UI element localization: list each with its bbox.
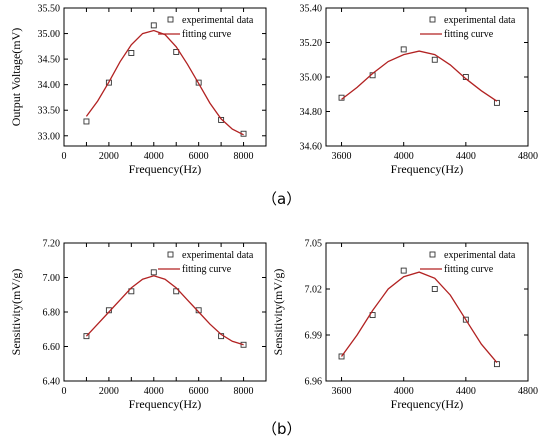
chart-b-left-y-tick-label-3: 7.00 bbox=[43, 273, 61, 284]
chart-b-left-legend-entry-1: fitting curve bbox=[182, 264, 232, 275]
chart-a-right: 3600 4000 4400 4800 34.60 34.80 35.00 35.20 35.4… bbox=[300, 4, 539, 177]
chart-b-left-x-tick-label-4: 8000 bbox=[234, 386, 254, 397]
chart-a-right-legend-entry-1: fitting curve bbox=[444, 29, 494, 40]
chart-b-left-legend-entry-0: experimental data bbox=[182, 250, 254, 261]
chart-b-right-y-axis-label: Sensitivity(mV/g) bbox=[271, 269, 285, 356]
chart-a-left: 0 2000 4000 6000 8000 33.00 33.50 34.00 34.50 35.… bbox=[9, 4, 267, 176]
chart-b-right-legend-entry-1: fitting curve bbox=[444, 264, 494, 275]
chart-a-right-x-tick-label-2: 4400 bbox=[456, 151, 476, 162]
chart-b-left-y-tick-label-2: 6.80 bbox=[43, 308, 61, 319]
chart-a-left-data-point-3 bbox=[150, 22, 157, 29]
panel-label-a: （a） bbox=[262, 190, 302, 208]
chart-a-right-x-tick-label-3: 4800 bbox=[518, 151, 538, 162]
chart-a-left-data-point-2 bbox=[128, 50, 135, 56]
chart-a-right-legend-entry-0: experimental data bbox=[444, 15, 516, 26]
chart-a-right-legend-marker-symbol bbox=[429, 16, 436, 23]
chart-a-left-x-axis-label: Frequency(Hz) bbox=[129, 162, 202, 176]
chart-b-right-x-tick-label-1: 4000 bbox=[394, 386, 414, 397]
chart-b-right-y-tick-label-3: 7.05 bbox=[305, 239, 323, 250]
chart-a-right-y-tick-label-1: 34.80 bbox=[300, 107, 323, 118]
chart-b-right-data-point-3 bbox=[431, 286, 438, 292]
chart-a-left-y-tick-label-4: 35.00 bbox=[38, 29, 61, 40]
chart-a-right-data-point-2 bbox=[400, 46, 407, 53]
chart-a-left-x-tick-label-0: 0 bbox=[62, 151, 67, 162]
chart-b-right-fitting-curve bbox=[340, 271, 498, 364]
chart-b-right-x-axis-label: Frequency(Hz) bbox=[391, 397, 464, 411]
chart-b-right-legend-marker-symbol bbox=[429, 251, 436, 258]
chart-b-left-legend-marker-symbol bbox=[167, 251, 174, 258]
chart-a-right-data-point-5 bbox=[493, 99, 500, 106]
chart-b-left-y-tick-label-0: 6.40 bbox=[43, 377, 61, 388]
chart-a-left-frame bbox=[63, 7, 267, 147]
chart-b-left-x-tick-label-1: 2000 bbox=[99, 386, 119, 397]
chart-b-right-x-tick-label-2: 4400 bbox=[456, 386, 476, 397]
chart-a-right-y-tick-label-3: 35.20 bbox=[300, 38, 323, 49]
chart-a-right-data-point-3 bbox=[431, 56, 438, 63]
chart-a-left-legend-marker-symbol bbox=[167, 16, 174, 23]
chart-b-right-x-tick-label-3: 4800 bbox=[518, 386, 538, 397]
chart-b-right-legend-entry-0: experimental data bbox=[444, 250, 516, 261]
chart-b-right-y-tick-label-2: 7.02 bbox=[305, 285, 323, 296]
chart-a-right-frame bbox=[325, 7, 529, 147]
chart-a-left-data-point-4 bbox=[173, 49, 180, 55]
chart-b-left-x-axis-label: Frequency(Hz) bbox=[129, 397, 202, 411]
chart-a-right-x-tick-label-0: 3600 bbox=[332, 151, 352, 162]
chart-a-left-data-point-6 bbox=[218, 116, 225, 123]
chart-a-right-x-tick-label-1: 4000 bbox=[394, 151, 414, 162]
chart-a-left-y-tick-label-3: 34.50 bbox=[38, 55, 61, 66]
chart-b-left-y-tick-label-1: 6.60 bbox=[43, 342, 61, 353]
chart-a-left-legend-entry-0: experimental data bbox=[182, 15, 254, 26]
chart-a-left-y-tick-label-1: 33.50 bbox=[38, 106, 61, 117]
chart-b-right-frame bbox=[325, 242, 529, 382]
chart-a-right-y-tick-label-2: 35.00 bbox=[300, 73, 323, 84]
chart-b-left-fitting-curve bbox=[85, 275, 244, 346]
chart-b-left-frame bbox=[63, 242, 267, 382]
chart-a-right-x-axis-label: Frequency(Hz) bbox=[391, 162, 464, 176]
chart-b-left-x-tick-label-0: 0 bbox=[62, 386, 67, 397]
chart-a-left-y-axis-label: Output Voltage(mV) bbox=[9, 28, 23, 127]
panel-label-b: （b） bbox=[262, 420, 302, 438]
chart-b-left: 0 2000 4000 6000 8000 6.40 6.60 6.80 7.00 7.20 Fre… bbox=[9, 239, 267, 411]
chart-a-left-y-tick-label-2: 34.00 bbox=[38, 80, 61, 91]
chart-b-left-y-tick-label-4: 7.20 bbox=[43, 239, 61, 250]
chart-a-left-x-tick-label-1: 2000 bbox=[99, 151, 119, 162]
chart-b-right-y-tick-label-1: 6.99 bbox=[305, 331, 323, 342]
chart-b-right-data-point-2 bbox=[400, 267, 407, 274]
chart-a-left-legend-entry-1: fitting curve bbox=[182, 29, 232, 40]
chart-a-right-y-tick-label-0: 34.60 bbox=[300, 142, 323, 153]
chart-a-right-y-tick-label-4: 35.40 bbox=[300, 4, 323, 15]
chart-a-left-x-tick-label-2: 4000 bbox=[144, 151, 164, 162]
chart-a-left-y-tick-label-5: 35.50 bbox=[38, 4, 61, 15]
chart-b-right-y-tick-label-0: 6.96 bbox=[305, 377, 323, 388]
chart-a-right-fitting-curve bbox=[341, 50, 498, 102]
chart-a-left-x-tick-label-4: 8000 bbox=[234, 151, 254, 162]
chart-b-left-y-axis-label: Sensitivity(mV/g) bbox=[9, 269, 23, 356]
chart-b-left-x-tick-label-3: 6000 bbox=[189, 386, 209, 397]
chart-a-left-y-tick-label-0: 33.00 bbox=[38, 131, 61, 142]
chart-a-left-x-tick-label-3: 6000 bbox=[189, 151, 209, 162]
chart-b-right: 3600 4000 4400 4800 6.96 6.99 7.02 7.05 Frequenc… bbox=[271, 239, 538, 412]
chart-a-left-data-point-0 bbox=[83, 118, 90, 125]
chart-b-left-data-point-3 bbox=[150, 269, 157, 276]
chart-b-right-x-tick-label-0: 3600 bbox=[332, 386, 352, 397]
chart-b-left-x-tick-label-2: 4000 bbox=[144, 386, 164, 397]
